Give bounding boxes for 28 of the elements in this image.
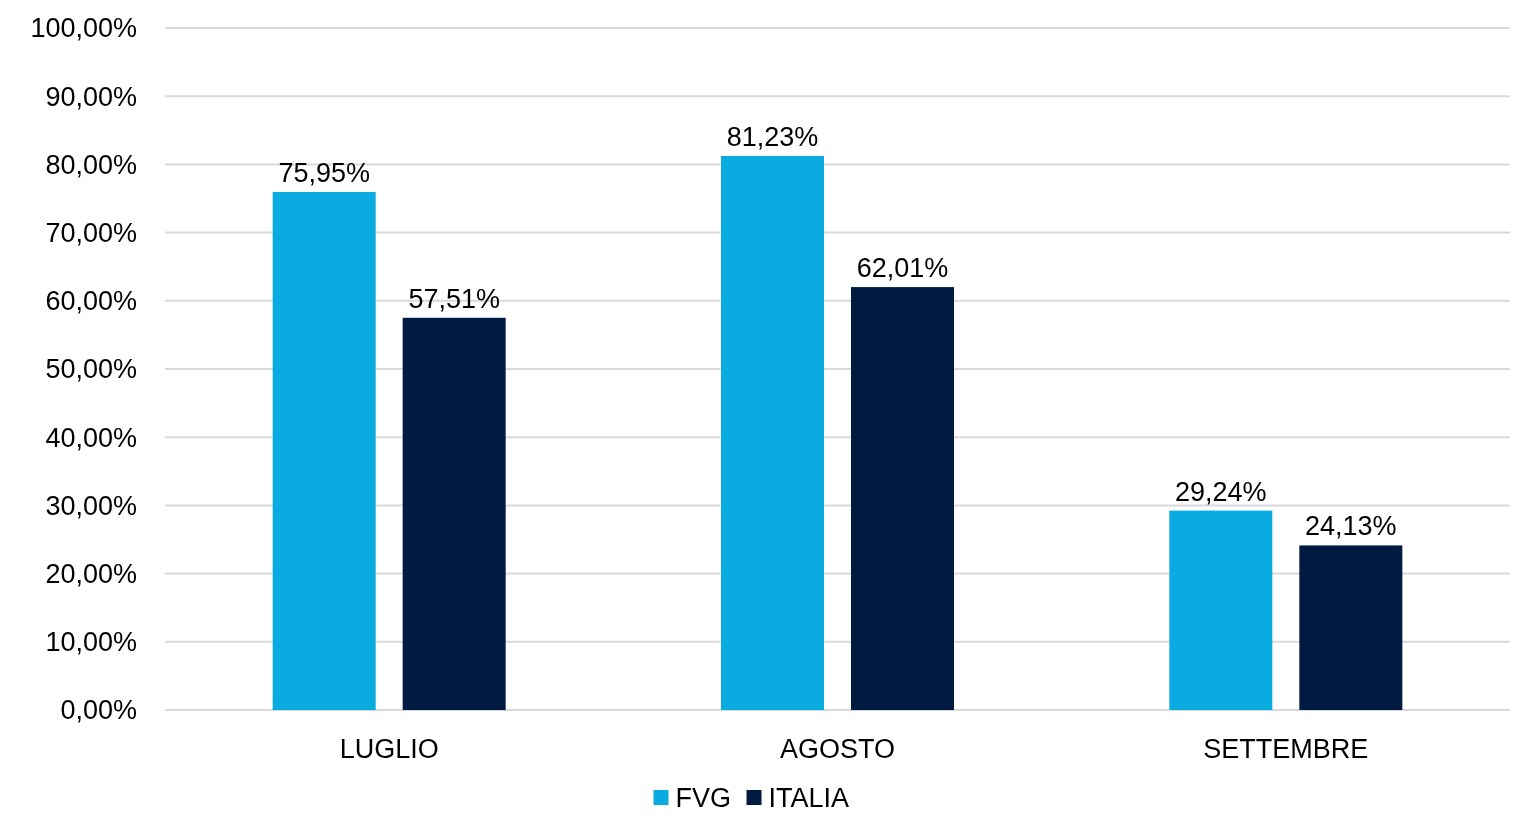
- y-tick-label: 50,00%: [45, 354, 137, 385]
- y-tick-label: 100,00%: [30, 13, 137, 44]
- data-label: 29,24%: [1175, 476, 1267, 507]
- y-tick-label: 60,00%: [45, 286, 137, 317]
- data-label: 57,51%: [408, 283, 500, 314]
- bar: [272, 192, 376, 710]
- y-tick-label: 20,00%: [45, 559, 137, 590]
- legend-label: ITALIA: [768, 783, 850, 814]
- x-tick-label: SETTEMBRE: [1203, 734, 1369, 764]
- data-label: 62,01%: [856, 253, 949, 284]
- y-tick-label: 80,00%: [45, 149, 137, 180]
- data-label: 24,13%: [1305, 511, 1397, 542]
- y-tick-label: 10,00%: [45, 627, 137, 658]
- y-tick-label: 90,00%: [45, 81, 137, 112]
- x-tick-label: AGOSTO: [779, 734, 896, 764]
- bar: [1169, 510, 1273, 710]
- y-tick-label: 40,00%: [45, 422, 137, 453]
- bar: [1299, 545, 1403, 710]
- bar: [851, 287, 954, 710]
- bar: [721, 156, 824, 710]
- y-tick-label: 30,00%: [45, 490, 137, 521]
- data-label: 75,95%: [278, 158, 370, 189]
- x-tick-label: LUGLIO: [339, 734, 439, 764]
- legend-label: FVG: [675, 783, 732, 814]
- data-label: 81,23%: [726, 122, 819, 153]
- bar: [402, 317, 506, 710]
- y-tick-label: 0,00%: [60, 695, 137, 726]
- y-tick-label: 70,00%: [45, 218, 137, 249]
